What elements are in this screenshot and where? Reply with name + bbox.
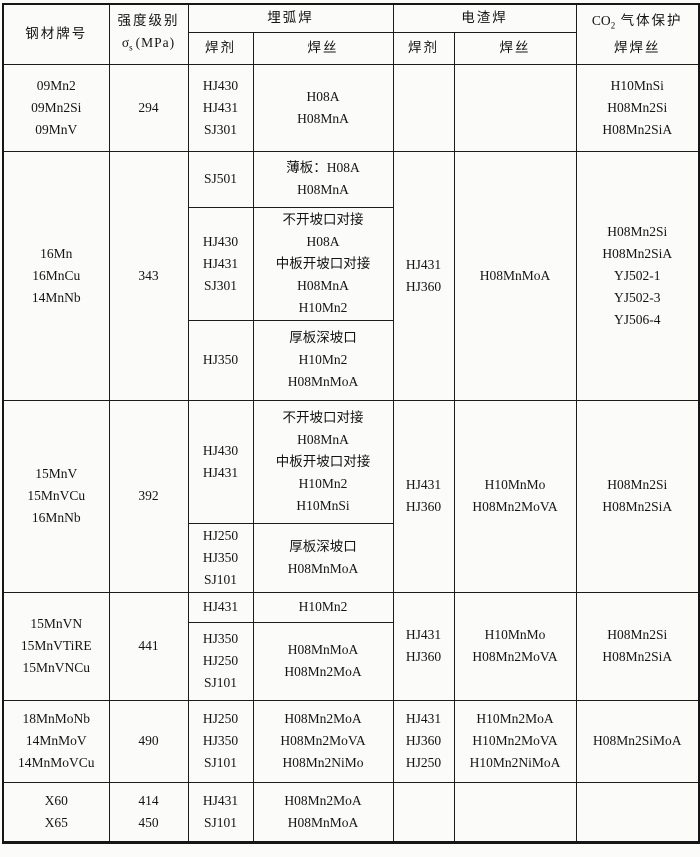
co2-wire-cell: H08Mn2Si H08Mn2SiA (575, 591, 700, 701)
header-steel-grade: 钢材牌号 (2, 3, 110, 65)
strength-label: 强度级别 (117, 12, 180, 28)
saw-flux-cell: HJ250 HJ350 SJ101 (187, 699, 254, 783)
saw-flux-cell: HJ431 (187, 591, 254, 623)
esw-flux-cell: HJ431 HJ360 HJ250 (392, 699, 455, 783)
header-saw-wire: 焊丝 (252, 31, 394, 65)
welding-materials-table: 钢材牌号 强度级别 σs (MPa) 埋弧焊 电渣焊 CO2 气体保护 焊焊丝 焊剂 … (2, 3, 700, 844)
esw-flux-cell (392, 781, 455, 843)
row-15mnv-sub1: 15MnV 15MnVCu 16MnNb 392 HJ430 HJ431 不开坡… (2, 399, 700, 593)
header-co2-gas-shielded: CO2 气体保护 焊焊丝 (575, 3, 700, 65)
saw-flux-cell: HJ350 (187, 319, 254, 401)
row-15mnv-sub2: HJ250 HJ350 SJ101 厚板深坡口 H08MnMoA (3, 522, 699, 593)
strength-cell: 294 (108, 63, 189, 152)
saw-wire-cell: H08Mn2MoA H08MnMoA (252, 781, 394, 843)
row-16mn-sub3: HJ350 厚板深坡口 H10Mn2 H08MnMoA (3, 319, 699, 401)
co2-wire-cell: H08Mn2SiMoA (575, 699, 700, 783)
esw-wire-cell: H10MnMo H08Mn2MoVA (453, 591, 577, 701)
row-16mn-sub1: 16Mn 16MnCu 14MnNb 343 SJ501 薄板：H08A H08… (2, 150, 700, 401)
header-row-sub: 焊剂 焊丝 焊剂 焊丝 (3, 31, 699, 65)
row-16mn-sub2: HJ430 HJ431 SJ301 不开坡口对接 H08A 中板开坡口对接 H0… (3, 206, 699, 321)
co2-wire-cell: H08Mn2Si H08Mn2SiA (575, 399, 700, 593)
header-saw-flux: 焊剂 (187, 31, 254, 65)
strength-cell: 490 (108, 699, 189, 783)
grades-cell: 15MnV 15MnVCu 16MnNb (2, 399, 110, 593)
esw-wire-cell (453, 63, 577, 152)
saw-wire-cell: H08Mn2MoA H08Mn2MoVA H08Mn2NiMo (252, 699, 394, 783)
saw-flux-cell: HJ430 HJ431 (187, 399, 254, 524)
saw-flux-cell: HJ430 HJ431 SJ301 (187, 63, 254, 152)
co2-wire-cell (575, 781, 700, 843)
header-row-top: 钢材牌号 强度级别 σs (MPa) 埋弧焊 电渣焊 CO2 气体保护 焊焊丝 (2, 3, 700, 65)
saw-wire-cell: 薄板：H08A H08MnA (252, 150, 394, 208)
esw-wire-cell: H10Mn2MoA H10Mn2MoVA H10Mn2NiMoA (453, 699, 577, 783)
co2-wire-cell: H10MnSi H08Mn2Si H08Mn2SiA (575, 63, 700, 152)
row-09mn2: 09Mn2 09Mn2Si 09MnV 294 HJ430 HJ431 SJ30… (2, 63, 700, 152)
grades-cell: 18MnMoNb 14MnMoV 14MnMoVCu (2, 699, 110, 783)
saw-flux-cell: HJ250 HJ350 SJ101 (187, 522, 254, 593)
saw-wire-cell: 厚板深坡口 H08MnMoA (252, 522, 394, 593)
esw-flux-cell: HJ431 HJ360 (392, 399, 455, 593)
co2-line2: 焊焊丝 (614, 39, 661, 55)
header-esw-wire: 焊丝 (453, 31, 577, 65)
esw-wire-cell: H08MnMoA (453, 150, 577, 401)
row-18mnmonb: 18MnMoNb 14MnMoV 14MnMoVCu 490 HJ250 HJ3… (2, 699, 700, 783)
saw-wire-cell: H08MnMoA H08Mn2MoA (252, 621, 394, 701)
esw-flux-cell: HJ431 HJ360 (392, 591, 455, 701)
header-esw-flux: 焊剂 (392, 31, 455, 65)
header-submerged-arc-welding: 埋弧焊 (187, 3, 394, 33)
co2-wire-cell: H08Mn2Si H08Mn2SiA YJ502-1 YJ502-3 YJ506… (575, 150, 700, 401)
row-15mnvn-sub1: 15MnVN 15MnVTiRE 15MnVNCu 441 HJ431 H10M… (2, 591, 700, 701)
strength-unit: σs (MPa) (121, 34, 176, 53)
grades-cell: X60 X65 (2, 781, 110, 843)
saw-wire-cell: 厚板深坡口 H10Mn2 H08MnMoA (252, 319, 394, 401)
grades-cell: 15MnVN 15MnVTiRE 15MnVNCu (2, 591, 110, 701)
co2-line1: CO2 气体保护 (591, 12, 683, 31)
strength-cell: 414 450 (108, 781, 189, 843)
saw-wire-cell: H10Mn2 (252, 591, 394, 623)
strength-cell: 441 (108, 591, 189, 701)
esw-flux-cell: HJ431 HJ360 (392, 150, 455, 401)
header-electroslag-welding: 电渣焊 (392, 3, 577, 33)
grades-cell: 09Mn2 09Mn2Si 09MnV (2, 63, 110, 152)
esw-flux-cell (392, 63, 455, 152)
saw-flux-cell: HJ350 HJ250 SJ101 (187, 621, 254, 701)
saw-flux-cell: SJ501 (187, 150, 254, 208)
saw-flux-cell: HJ430 HJ431 SJ301 (187, 206, 254, 321)
esw-wire-cell (453, 781, 577, 843)
grades-cell: 16Mn 16MnCu 14MnNb (2, 150, 110, 401)
esw-wire-cell: H10MnMo H08Mn2MoVA (453, 399, 577, 593)
saw-wire-cell: 不开坡口对接 H08A 中板开坡口对接 H08MnA H10Mn2 (252, 206, 394, 321)
saw-wire-cell: 不开坡口对接 H08MnA 中板开坡口对接 H10Mn2 H10MnSi (252, 399, 394, 524)
strength-cell: 343 (108, 150, 189, 401)
row-x60-x65: X60 X65 414 450 HJ431 SJ101 H08Mn2MoA H0… (2, 781, 700, 843)
header-strength-level: 强度级别 σs (MPa) (108, 3, 189, 65)
strength-cell: 392 (108, 399, 189, 593)
saw-flux-cell: HJ431 SJ101 (187, 781, 254, 843)
saw-wire-cell: H08A H08MnA (252, 63, 394, 152)
row-15mnvn-sub2: HJ350 HJ250 SJ101 H08MnMoA H08Mn2MoA (3, 621, 699, 701)
